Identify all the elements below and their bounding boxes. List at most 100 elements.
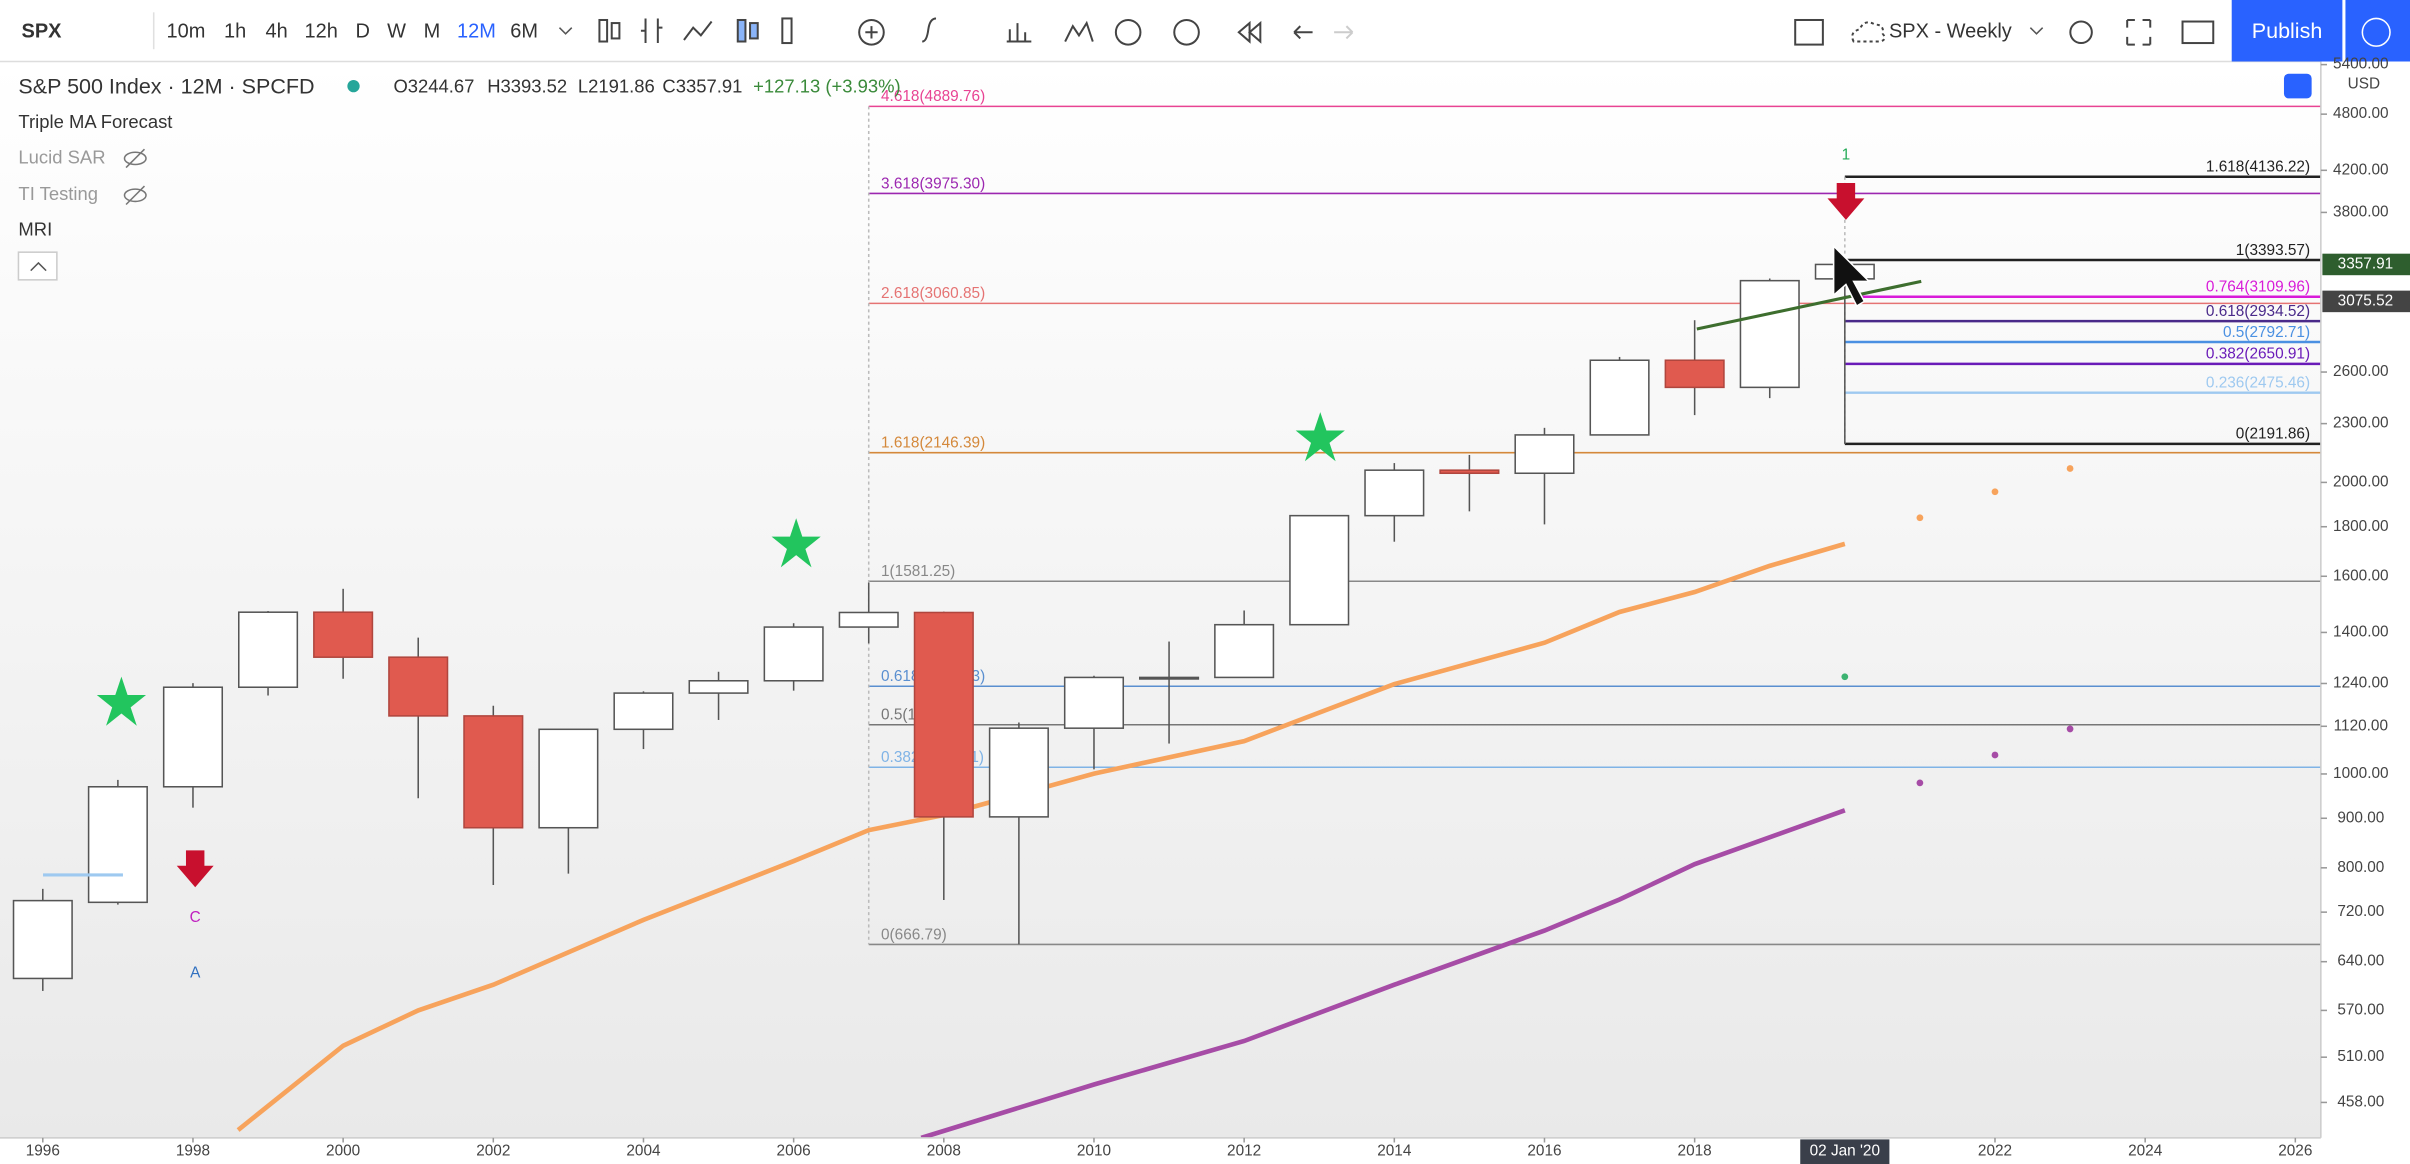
wave-label: A bbox=[190, 964, 201, 981]
star bbox=[771, 518, 821, 568]
settings-icon[interactable] bbox=[2069, 20, 2093, 45]
indicator-name[interactable]: Lucid SAR bbox=[18, 146, 105, 167]
y-tick-label: 3800.00 bbox=[2333, 203, 2389, 220]
scale-button[interactable] bbox=[2283, 73, 2312, 99]
fib-label: 1(1581.25) bbox=[881, 563, 955, 580]
indicator-name[interactable]: TI Testing bbox=[18, 183, 98, 204]
y-tick-label: 1000.00 bbox=[2333, 765, 2389, 782]
sell-arrow bbox=[1827, 182, 1865, 220]
interval-active[interactable]: 12M bbox=[457, 21, 496, 43]
y-tick-label: 1600.00 bbox=[2333, 567, 2389, 584]
indicator-name[interactable]: MRI bbox=[18, 219, 52, 240]
candle-body bbox=[838, 611, 899, 628]
indicator-name[interactable]: Triple MA Forecast bbox=[18, 111, 172, 132]
compare-icon[interactable] bbox=[858, 18, 885, 46]
x-tick-label: 2024 bbox=[2128, 1143, 2163, 1160]
price-tag-label: 3357.91 bbox=[2338, 256, 2394, 273]
y-tick-label: 4200.00 bbox=[2333, 161, 2389, 178]
candle-body bbox=[12, 899, 73, 980]
interval[interactable]: W bbox=[387, 21, 406, 43]
alert-icon[interactable] bbox=[1173, 18, 1200, 46]
hidden-icons bbox=[123, 148, 147, 206]
star bbox=[96, 676, 147, 726]
hollow-icon[interactable] bbox=[736, 18, 747, 43]
time-tag bbox=[1800, 1139, 1890, 1164]
y-tick-label: 800.00 bbox=[2337, 859, 2384, 876]
interval[interactable]: 4h bbox=[266, 21, 288, 43]
legend-title: S&P 500 Index · 12M · SPCFD bbox=[18, 74, 314, 98]
interval[interactable]: 1h bbox=[224, 21, 246, 43]
candle-body bbox=[763, 626, 824, 682]
forecast-dot bbox=[2066, 465, 2074, 472]
legend-ohlc: O3244.67 bbox=[393, 76, 474, 97]
candle-body bbox=[1514, 434, 1575, 475]
price-tag bbox=[2322, 253, 2410, 276]
publish-label[interactable]: Publish bbox=[2252, 19, 2323, 43]
text-icon[interactable] bbox=[1114, 18, 1142, 46]
bars-icon[interactable] bbox=[610, 22, 621, 40]
y-tick-label: 1800.00 bbox=[2333, 518, 2389, 535]
candle-body bbox=[1063, 676, 1125, 729]
x-tick-label: 2010 bbox=[1077, 1143, 1111, 1160]
x-tick-label: 2014 bbox=[1377, 1143, 1412, 1160]
candle-body bbox=[463, 715, 524, 829]
redo-icon[interactable] bbox=[1334, 25, 1354, 40]
fib-label: 0.236(2475.46) bbox=[2206, 375, 2310, 392]
price-tag-label: 3075.52 bbox=[2338, 292, 2394, 309]
cursor bbox=[1832, 244, 1871, 308]
indicators-icon[interactable] bbox=[922, 17, 937, 43]
fullscreen-icon[interactable] bbox=[2126, 18, 2152, 46]
interval[interactable]: 10m bbox=[167, 21, 206, 43]
fib-label: 0(666.79) bbox=[881, 926, 947, 943]
collapse-button[interactable] bbox=[17, 251, 58, 281]
fib-label: 1.618(2146.39) bbox=[881, 435, 985, 452]
y-tick-label: 1400.00 bbox=[2333, 623, 2389, 640]
fib-label: 0.618(2934.52) bbox=[2206, 303, 2310, 320]
undo-icon[interactable] bbox=[1293, 25, 1313, 40]
publish-button[interactable] bbox=[2231, 0, 2343, 62]
bars-icon[interactable] bbox=[598, 18, 609, 43]
currency[interactable]: USD bbox=[2348, 76, 2380, 93]
interval[interactable]: 6M bbox=[510, 21, 538, 43]
y-tick-label: 510.00 bbox=[2337, 1048, 2384, 1065]
eye-icon[interactable] bbox=[123, 151, 147, 166]
layout-icon[interactable] bbox=[1794, 18, 1824, 46]
stream-button[interactable] bbox=[2345, 0, 2410, 62]
candle-body bbox=[1214, 623, 1275, 679]
interval[interactable]: D bbox=[356, 21, 370, 43]
candle-body bbox=[1439, 469, 1500, 475]
candle-body bbox=[162, 686, 224, 788]
legend-ohlc: H3393.52 bbox=[487, 76, 567, 97]
wave-label: 1 bbox=[1842, 146, 1851, 163]
chart-type-icon[interactable] bbox=[781, 17, 793, 45]
candle-body bbox=[1364, 469, 1425, 517]
x-tick-label: 2006 bbox=[777, 1143, 811, 1160]
dropdown-icon[interactable] bbox=[558, 27, 573, 35]
replay-icon[interactable] bbox=[1237, 20, 1262, 44]
fib-label: 3.618(3975.30) bbox=[881, 175, 985, 192]
fib-label: 0.764(3109.96) bbox=[2206, 279, 2310, 296]
interval[interactable]: M bbox=[424, 21, 441, 43]
stars bbox=[96, 412, 1345, 726]
y-tick-label: 640.00 bbox=[2337, 953, 2384, 970]
eye-icon[interactable] bbox=[123, 188, 147, 203]
templates-icon[interactable] bbox=[1006, 23, 1032, 43]
snapshot-icon[interactable] bbox=[2181, 20, 2215, 45]
dropdown-icon[interactable] bbox=[2029, 27, 2044, 35]
stream-icon bbox=[2361, 17, 2391, 47]
toolbar bbox=[0, 0, 2410, 62]
x-tick-label: 1996 bbox=[26, 1143, 60, 1160]
symbol[interactable]: SPX bbox=[22, 21, 63, 43]
line-icon[interactable] bbox=[683, 20, 713, 41]
interval[interactable]: 12h bbox=[305, 21, 338, 43]
legend-ohlc: C3357.91 bbox=[662, 76, 742, 97]
candle-body bbox=[1139, 676, 1200, 680]
price-axis bbox=[2320, 61, 2410, 1164]
candle-body bbox=[1739, 279, 1800, 389]
candles-icon[interactable] bbox=[640, 18, 663, 44]
layout-name[interactable]: SPX - Weekly bbox=[1889, 21, 2012, 43]
strategy-icon[interactable] bbox=[1064, 20, 1094, 42]
price-tag bbox=[2322, 290, 2410, 313]
hollow-icon[interactable] bbox=[749, 22, 759, 40]
ma-line bbox=[920, 808, 1846, 1141]
